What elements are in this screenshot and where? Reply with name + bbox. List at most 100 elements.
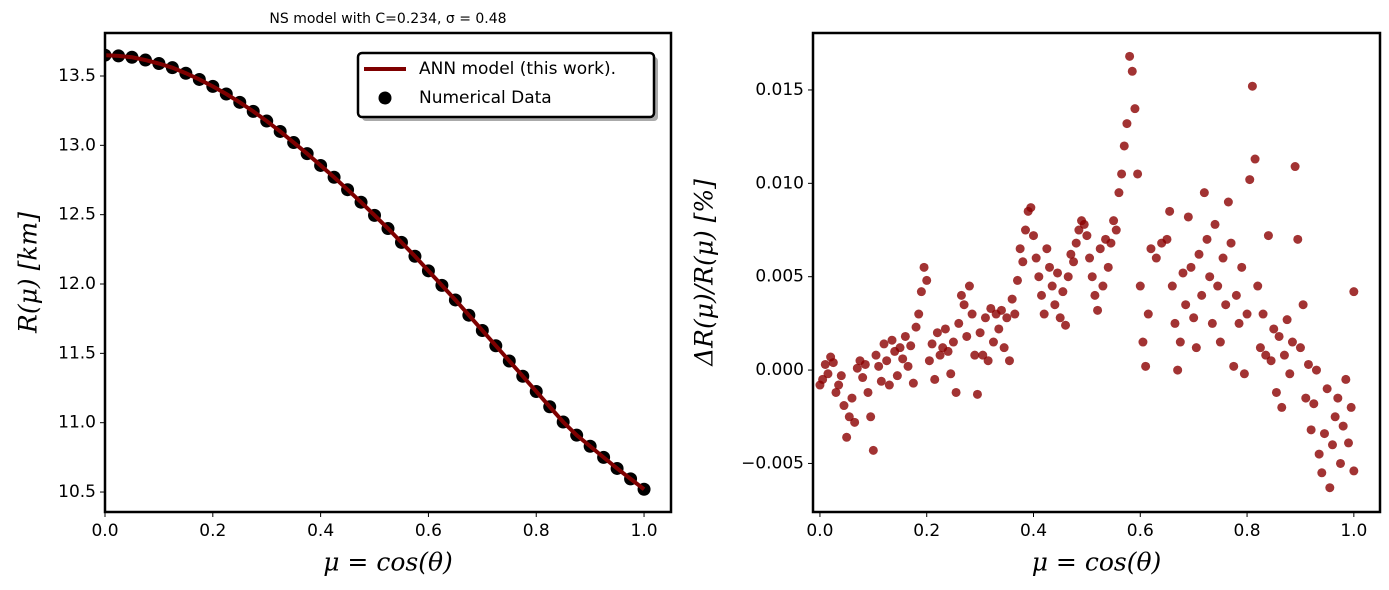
data-point: [1085, 253, 1095, 263]
data-point: [863, 387, 873, 397]
data-point: [1071, 238, 1081, 248]
data-point: [1111, 225, 1121, 235]
data-point: [1266, 356, 1276, 366]
data-point: [1263, 231, 1273, 241]
data-point: [951, 387, 961, 397]
x-tick-label: 0.2: [913, 521, 940, 541]
axes-frame: [103, 31, 673, 514]
data-point: [1122, 119, 1132, 129]
data-point: [1039, 309, 1049, 319]
data-point: [879, 339, 889, 349]
data-point: [1237, 262, 1247, 272]
data-point: [1295, 343, 1305, 353]
x-tick-label: 0.6: [1127, 521, 1154, 541]
data-point: [1069, 257, 1079, 267]
data-point: [852, 363, 862, 373]
data-point: [1197, 290, 1207, 300]
data-point: [1253, 281, 1263, 291]
data-point: [1335, 458, 1345, 468]
data-point: [935, 350, 945, 360]
data-point: [930, 374, 940, 384]
data-point: [983, 356, 993, 366]
data-point: [1344, 438, 1353, 448]
data-point: [1250, 154, 1260, 164]
data-point: [1245, 175, 1255, 185]
data-point: [1298, 300, 1308, 310]
x-tick-label: 1.0: [631, 521, 658, 541]
chart-title: NS model with C=0.234, σ = 0.48: [269, 11, 506, 27]
data-point: [1042, 244, 1052, 254]
data-point: [1311, 365, 1321, 375]
data-point: [1135, 281, 1145, 291]
data-point: [876, 376, 886, 386]
data-point: [866, 412, 876, 422]
y-tick-label: 13.0: [58, 135, 96, 155]
data-point: [1012, 275, 1022, 285]
data-point: [1034, 272, 1044, 282]
data-point: [903, 361, 913, 371]
data-point: [1114, 188, 1124, 198]
data-point: [1327, 440, 1337, 450]
data-point: [922, 275, 932, 285]
data-point: [1261, 350, 1271, 360]
legend: ANN model (this work). Numerical Data: [356, 51, 658, 121]
data-point: [884, 380, 894, 390]
data-point: [1330, 412, 1340, 422]
data-point: [1314, 449, 1324, 459]
data-point: [1004, 356, 1014, 366]
data-point: [956, 290, 966, 300]
data-point: [887, 335, 897, 345]
data-point: [948, 337, 958, 347]
data-point: [1207, 318, 1217, 328]
data-point: [1205, 272, 1215, 282]
data-point: [1098, 281, 1108, 291]
data-point: [874, 361, 884, 371]
x-axis-label: μ = cos(θ): [323, 548, 453, 577]
data-point: [1199, 188, 1209, 198]
x-tick-label: 0.8: [1234, 521, 1261, 541]
data-point: [1325, 483, 1335, 493]
x-tick-label: 1.0: [1340, 521, 1367, 541]
x-tick-label: 0.0: [91, 521, 118, 541]
data-point: [967, 309, 977, 319]
data-point: [820, 359, 830, 369]
data-point: [972, 389, 982, 399]
data-point: [1133, 169, 1143, 179]
data-point: [1239, 369, 1249, 379]
data-point: [1050, 300, 1060, 310]
data-point: [1258, 309, 1268, 319]
y-tick-label: 10.5: [58, 482, 96, 502]
plot-area: [105, 48, 651, 496]
data-point: [964, 281, 974, 291]
data-point: [1333, 393, 1343, 403]
data-point: [1223, 197, 1233, 207]
x-axis-label: μ = cos(θ): [1032, 548, 1162, 577]
data-point: [892, 371, 902, 381]
y-tick-label: 0.005: [755, 267, 804, 287]
data-point: [940, 324, 950, 334]
data-point: [1231, 290, 1241, 300]
data-point: [1247, 81, 1257, 91]
data-point: [898, 354, 908, 364]
data-point: [842, 432, 852, 442]
data-point: [1079, 219, 1089, 229]
data-point: [1047, 281, 1057, 291]
data-point: [1338, 421, 1348, 431]
data-point: [978, 350, 988, 360]
data-point: [1106, 238, 1116, 248]
data-point: [959, 300, 969, 310]
data-point: [1165, 206, 1175, 216]
data-point: [1255, 343, 1265, 353]
data-point: [996, 305, 1006, 315]
data-point: [1271, 387, 1281, 397]
data-point: [1210, 219, 1220, 229]
data-point: [1213, 281, 1223, 291]
data-point: [1170, 318, 1180, 328]
data-point: [1125, 51, 1135, 61]
data-point: [1287, 337, 1297, 347]
data-point: [882, 356, 892, 366]
data-point: [1002, 313, 1012, 323]
data-point: [900, 331, 910, 341]
data-point: [994, 324, 1004, 334]
y-axis-label: ΔR(μ)/R(μ) [%]: [690, 179, 719, 367]
